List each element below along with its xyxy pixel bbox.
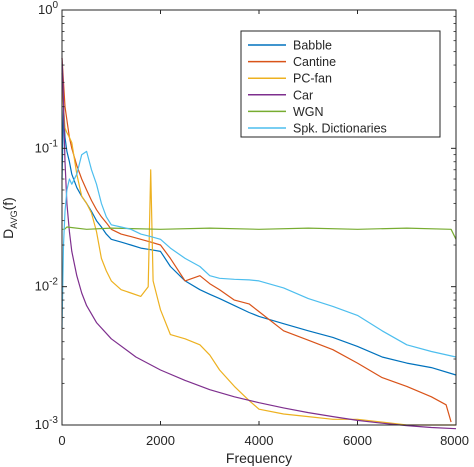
series-line-0 — [61, 106, 457, 376]
legend-label-3: Car — [293, 88, 313, 102]
legend-label-1: Cantine — [293, 55, 336, 69]
series-line-5 — [61, 150, 457, 358]
y-tick-label-2: 10-2 — [35, 277, 59, 294]
y-tick-label-1: 10-1 — [35, 138, 59, 155]
series-line-2 — [61, 73, 456, 426]
legend-box — [240, 30, 441, 138]
legend-label-2: PC-fan — [293, 72, 332, 86]
y-axis: 100 10-1 10-2 10-3 — [35, 0, 456, 432]
x-axis: 0 2000 4000 6000 8000 — [58, 10, 469, 448]
y-tick-label-0: 100 — [38, 0, 58, 17]
legend-label-5: Spk. Dictionaries — [293, 122, 387, 136]
y-axis-label-tail: (f) — [0, 197, 16, 210]
x-tick-label-4: 8000 — [440, 433, 469, 448]
y-axis-label: DAVG(f) — [0, 197, 19, 239]
series-layer — [61, 57, 457, 430]
y-axis-label-main: D — [0, 229, 16, 239]
legend: Babble Cantine PC-fan Car WGN Spk. Dictionari… — [240, 30, 441, 138]
y-axis-label-sub: AVG — [9, 210, 19, 228]
x-tick-label-0: 0 — [58, 433, 65, 448]
y-tick-label-3: 10-3 — [35, 415, 59, 432]
series-line-4 — [62, 226, 457, 240]
legend-label-4: WGN — [293, 105, 324, 119]
series-line-1 — [61, 57, 452, 423]
x-tick-label-3: 6000 — [343, 433, 372, 448]
series-line-3 — [61, 57, 457, 430]
x-tick-label-1: 2000 — [146, 433, 175, 448]
x-axis-label: Frequency — [226, 450, 292, 466]
legend-label-0: Babble — [293, 39, 332, 53]
x-tick-label-2: 4000 — [245, 433, 274, 448]
